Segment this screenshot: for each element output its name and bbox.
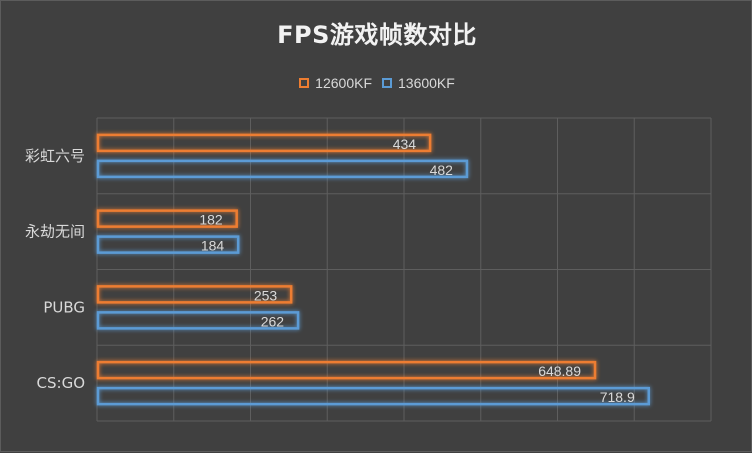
legend: 12600KF 13600KF [1, 75, 752, 91]
data-label: 648.89 [538, 363, 581, 379]
bar-series-1 [96, 360, 597, 380]
data-label: 262 [261, 313, 285, 329]
data-label: 718.9 [600, 389, 635, 405]
data-label: 482 [430, 162, 454, 178]
data-label: 184 [201, 238, 225, 254]
bar-series-1 [96, 133, 432, 153]
category-label: 彩虹六号 [25, 147, 85, 165]
legend-label-series-2: 13600KF [398, 75, 455, 91]
data-label: 434 [393, 136, 417, 152]
legend-label-series-1: 12600KF [315, 75, 372, 91]
data-label: 182 [199, 212, 223, 228]
bar-series-2 [96, 159, 469, 179]
bar-series-1 [96, 285, 293, 304]
legend-swatch-series-2 [382, 78, 392, 88]
bar-series-2 [96, 235, 240, 254]
legend-item-series-1: 12600KF [299, 75, 372, 91]
category-label: PUBG [43, 298, 85, 316]
chart-title: FPS游戏帧数对比 [277, 21, 477, 49]
data-label: 253 [254, 287, 278, 303]
bar-series-1 [96, 209, 238, 228]
bar-series-2 [96, 386, 651, 406]
bar-series-2 [96, 311, 300, 330]
category-label: 永劫无间 [25, 223, 85, 241]
category-label: CS:GO [37, 374, 85, 392]
legend-swatch-series-1 [299, 78, 310, 88]
legend-item-series-2: 13600KF [382, 75, 455, 91]
